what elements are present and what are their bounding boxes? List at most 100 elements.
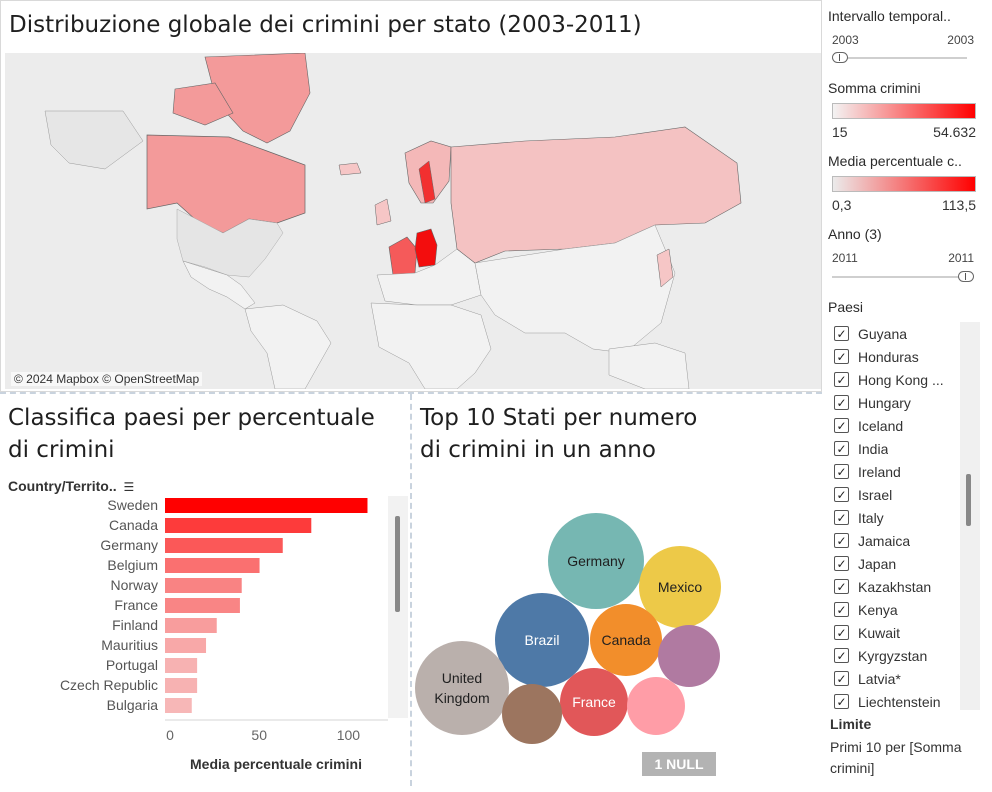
- country-filter-item[interactable]: ✓ Ireland: [834, 460, 962, 483]
- checkbox-checked-icon[interactable]: ✓: [834, 602, 849, 617]
- category-label[interactable]: Belgium: [107, 557, 158, 573]
- bubble-unlabeled-7[interactable]: [627, 677, 685, 735]
- country-alaska[interactable]: [44, 110, 144, 170]
- bubble-mexico[interactable]: Mexico: [639, 546, 721, 628]
- country-filter-item[interactable]: ✓ Honduras: [834, 345, 962, 368]
- continent-africa[interactable]: [370, 302, 492, 389]
- bubble-germany[interactable]: Germany: [548, 513, 644, 609]
- time-filter-track[interactable]: [832, 57, 967, 59]
- bar-canada[interactable]: [165, 518, 312, 533]
- country-filter-label[interactable]: Honduras: [858, 348, 919, 365]
- country-filter-label[interactable]: Kuwait: [858, 624, 901, 641]
- country-filter-label[interactable]: Japan: [858, 555, 897, 572]
- country-japan[interactable]: [656, 248, 674, 288]
- continent-australia[interactable]: [608, 342, 690, 389]
- countries-scroll-thumb[interactable]: [966, 474, 971, 526]
- category-label[interactable]: Bulgaria: [107, 697, 159, 713]
- country-filter-label[interactable]: India: [858, 440, 889, 457]
- country-filter-label[interactable]: Kyrgyzstan: [858, 647, 928, 664]
- bar-france[interactable]: [165, 598, 240, 613]
- category-label[interactable]: Norway: [111, 577, 158, 593]
- checkbox-checked-icon[interactable]: ✓: [834, 372, 849, 387]
- countries-scroll-track[interactable]: [960, 322, 980, 710]
- country-filter-item[interactable]: ✓ Kuwait: [834, 621, 962, 644]
- country-filter-label[interactable]: Italy: [858, 509, 884, 526]
- bubble-canada[interactable]: Canada: [590, 604, 662, 676]
- checkbox-checked-icon[interactable]: ✓: [834, 579, 849, 594]
- category-label[interactable]: Portugal: [106, 657, 158, 673]
- country-filter-item[interactable]: ✓ Jamaica: [834, 529, 962, 552]
- country-filter-label[interactable]: Hungary: [858, 394, 911, 411]
- country-filter-label[interactable]: Kazakhstan: [858, 578, 932, 595]
- map-credit[interactable]: © 2024 Mapbox © OpenStreetMap: [11, 372, 203, 386]
- country-filter-item[interactable]: ✓ Kenya: [834, 598, 962, 621]
- bubble-france[interactable]: France: [560, 668, 628, 736]
- country-filter-item[interactable]: ✓ Kazakhstan: [834, 575, 962, 598]
- bar-portugal[interactable]: [165, 658, 198, 673]
- country-column-header[interactable]: Country/Territo.. ☰: [8, 478, 134, 494]
- country-canada-islands[interactable]: [172, 82, 234, 126]
- country-filter-item[interactable]: ✓ Kyrgyzstan: [834, 644, 962, 667]
- checkbox-checked-icon[interactable]: ✓: [834, 648, 849, 663]
- bar-finland[interactable]: [165, 618, 217, 633]
- country-filter-item[interactable]: ✓ Iceland: [834, 414, 962, 437]
- world-map[interactable]: © 2024 Mapbox © OpenStreetMap: [5, 53, 821, 389]
- checkbox-checked-icon[interactable]: ✓: [834, 464, 849, 479]
- category-label[interactable]: France: [114, 597, 158, 613]
- continent-south-america[interactable]: [244, 304, 332, 389]
- checkbox-checked-icon[interactable]: ✓: [834, 441, 849, 456]
- bar-sweden[interactable]: [165, 498, 368, 513]
- checkbox-checked-icon[interactable]: ✓: [834, 510, 849, 525]
- country-filter-item[interactable]: ✓ Hungary: [834, 391, 962, 414]
- country-filter-item[interactable]: ✓ Guyana: [834, 322, 962, 345]
- checkbox-checked-icon[interactable]: ✓: [834, 625, 849, 640]
- year-filter-track[interactable]: [832, 276, 967, 278]
- checkbox-checked-icon[interactable]: ✓: [834, 671, 849, 686]
- bubble-unlabeled-4[interactable]: [658, 625, 720, 687]
- country-france[interactable]: [388, 236, 418, 276]
- country-usa[interactable]: [176, 208, 284, 278]
- country-filter-item[interactable]: ✓ India: [834, 437, 962, 460]
- country-filter-label[interactable]: Iceland: [858, 417, 904, 434]
- country-uk[interactable]: [374, 198, 392, 226]
- category-label[interactable]: Finland: [112, 617, 158, 633]
- bar-norway[interactable]: [165, 578, 242, 593]
- country-sweden[interactable]: [418, 160, 436, 204]
- category-label[interactable]: Czech Republic: [60, 677, 158, 693]
- country-filter-label[interactable]: Latvia*: [858, 670, 901, 687]
- country-filter-item[interactable]: ✓ Hong Kong ...: [834, 368, 962, 391]
- category-label[interactable]: Mauritius: [101, 637, 158, 653]
- checkbox-checked-icon[interactable]: ✓: [834, 395, 849, 410]
- category-label[interactable]: Canada: [109, 517, 158, 533]
- bubble-unlabeled-8[interactable]: [502, 684, 562, 744]
- checkbox-checked-icon[interactable]: ✓: [834, 418, 849, 433]
- country-filter-label[interactable]: Israel: [858, 486, 893, 503]
- category-label[interactable]: Sweden: [107, 497, 158, 513]
- country-filter-label[interactable]: Hong Kong ...: [858, 371, 944, 388]
- checkbox-checked-icon[interactable]: ✓: [834, 556, 849, 571]
- checkbox-checked-icon[interactable]: ✓: [834, 326, 849, 341]
- country-filter-item[interactable]: ✓ Latvia*: [834, 667, 962, 690]
- country-filter-label[interactable]: Ireland: [858, 463, 901, 480]
- year-filter-thumb[interactable]: [958, 271, 974, 282]
- bubble-brazil[interactable]: Brazil: [495, 593, 589, 687]
- bubble-united-kingdom[interactable]: United Kingdom: [415, 641, 509, 735]
- checkbox-checked-icon[interactable]: ✓: [834, 533, 849, 548]
- checkbox-checked-icon[interactable]: ✓: [834, 349, 849, 364]
- country-filter-label[interactable]: Kenya: [858, 601, 898, 618]
- country-filter-item[interactable]: ✓ Liechtenstein: [834, 690, 962, 713]
- bar-chart-scroll-thumb[interactable]: [395, 516, 400, 612]
- world-map-svg[interactable]: [5, 53, 821, 389]
- sort-icon[interactable]: ☰: [123, 480, 135, 494]
- country-filter-item[interactable]: ✓ Israel: [834, 483, 962, 506]
- bar-belgium[interactable]: [165, 558, 260, 573]
- country-filter-label[interactable]: Guyana: [858, 325, 908, 342]
- country-iceland[interactable]: [338, 162, 362, 176]
- checkbox-checked-icon[interactable]: ✓: [834, 487, 849, 502]
- country-filter-item[interactable]: ✓ Japan: [834, 552, 962, 575]
- bar-germany[interactable]: [165, 538, 283, 553]
- bar-mauritius[interactable]: [165, 638, 207, 653]
- country-filter-item[interactable]: ✓ Italy: [834, 506, 962, 529]
- country-filter-label[interactable]: Jamaica: [858, 532, 911, 549]
- checkbox-checked-icon[interactable]: ✓: [834, 694, 849, 709]
